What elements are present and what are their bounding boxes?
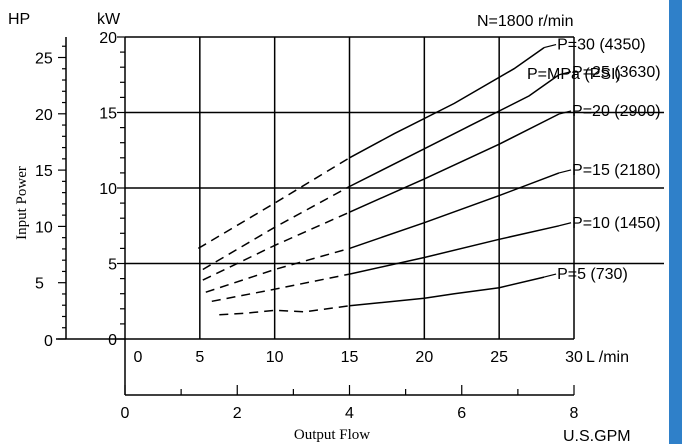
series-label: P=5 (730) bbox=[557, 266, 628, 283]
kw-axis-unit: kW bbox=[97, 11, 121, 28]
hp-tick-label: 25 bbox=[35, 50, 53, 67]
hp-axis-unit: HP bbox=[8, 11, 30, 28]
gpm-tick-label: 8 bbox=[570, 405, 579, 422]
series-line-dashed bbox=[205, 247, 350, 293]
gpm-tick-label: 4 bbox=[345, 405, 354, 422]
kw-tick-label: 10 bbox=[99, 181, 117, 198]
hp-tick-label: 20 bbox=[35, 107, 53, 124]
x-tick-label: 0 bbox=[134, 349, 143, 366]
legend-header: P=MPa (PSI) bbox=[527, 66, 621, 83]
kw-tick-label: 5 bbox=[108, 257, 117, 274]
x-unit-lmin: L /min bbox=[586, 349, 629, 366]
series-line-solid bbox=[349, 113, 560, 213]
series-line-dashed bbox=[202, 211, 350, 281]
series-labels: P=30 (4350) P=25 (3630) P=20 (2900) P=15 (2… bbox=[543, 37, 661, 283]
kw-tick-label: 20 bbox=[99, 30, 117, 47]
series-label: P=20 (2900) bbox=[572, 103, 661, 120]
series-label-leader bbox=[543, 43, 557, 49]
gpm-tick-label: 6 bbox=[457, 405, 466, 422]
x-tick-label: 30 bbox=[565, 349, 583, 366]
gpm-tick-label: 0 bbox=[121, 405, 130, 422]
hp-tick-label: 10 bbox=[35, 219, 53, 236]
series-label-leader bbox=[543, 273, 557, 278]
hp-tick-label: 5 bbox=[35, 276, 44, 293]
x-tick-label: 5 bbox=[195, 349, 204, 366]
series-label-leader bbox=[558, 110, 572, 115]
x-axis-title: Output Flow bbox=[294, 427, 370, 443]
x-tick-label: 15 bbox=[341, 349, 359, 366]
series-line-dashed bbox=[197, 157, 350, 250]
kw-tick-label: 0 bbox=[108, 332, 117, 349]
kw-tick-label: 15 bbox=[99, 106, 117, 123]
series-label-leader bbox=[558, 169, 572, 174]
series-label-leader bbox=[558, 222, 572, 227]
x-tick-label: 25 bbox=[490, 349, 508, 366]
hp-zero-label: 0 bbox=[44, 333, 53, 350]
x-unit-gpm: U.S.GPM bbox=[563, 428, 631, 444]
series-line-dashed bbox=[202, 185, 350, 271]
series-layer bbox=[197, 46, 560, 316]
series-line-dashed bbox=[219, 305, 350, 316]
x-tick-label: 20 bbox=[415, 349, 433, 366]
series-line-solid bbox=[349, 225, 560, 275]
series-line-solid bbox=[349, 74, 560, 188]
series-label: P=25 (3630) bbox=[572, 64, 661, 81]
y-axis-title: Input Power bbox=[14, 166, 30, 240]
series-line-solid bbox=[349, 172, 560, 250]
x-tick-label: 10 bbox=[266, 349, 284, 366]
chart-title: N=1800 r/min bbox=[477, 13, 574, 30]
hp-tick-label: 15 bbox=[35, 163, 53, 180]
series-label-leader bbox=[558, 71, 572, 76]
gpm-tick-label: 2 bbox=[233, 405, 242, 422]
series-line-solid bbox=[349, 46, 545, 159]
series-label: P=30 (4350) bbox=[557, 37, 646, 54]
series-line-dashed bbox=[211, 273, 350, 303]
accent-bar bbox=[669, 0, 682, 444]
series-label: P=15 (2180) bbox=[572, 162, 661, 179]
series-line-solid bbox=[349, 276, 545, 307]
axes bbox=[56, 36, 575, 396]
series-label: P=10 (1450) bbox=[572, 215, 661, 232]
